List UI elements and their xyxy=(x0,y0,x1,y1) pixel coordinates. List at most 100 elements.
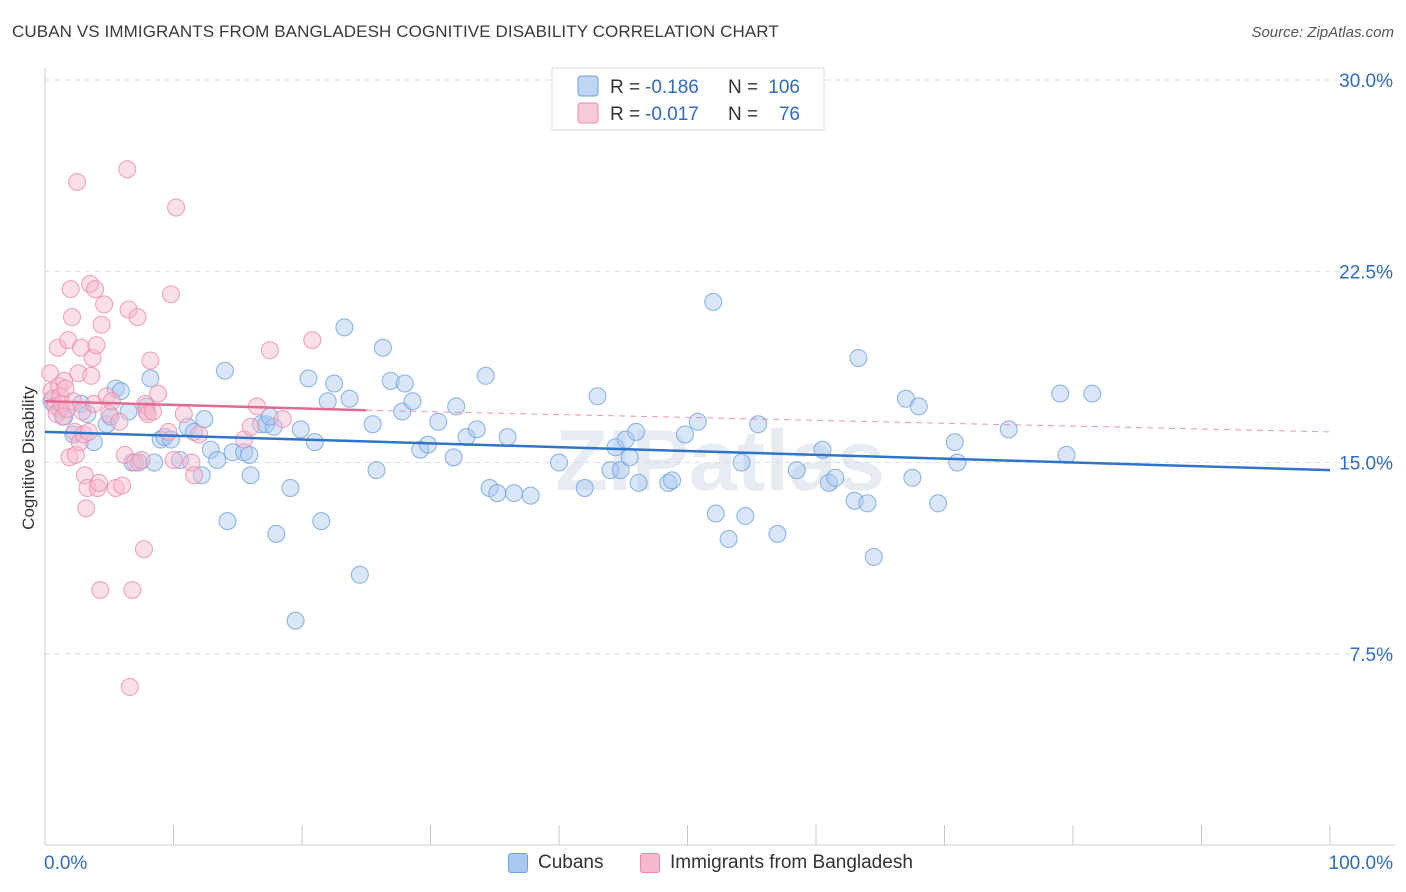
cuban-point xyxy=(688,412,707,431)
chart-title: CUBAN VS IMMIGRANTS FROM BANGLADESH COGN… xyxy=(12,22,779,41)
bangladesh-point xyxy=(71,338,90,357)
cuban-point xyxy=(218,512,237,531)
bangladesh-point xyxy=(118,160,137,179)
bangladesh-point xyxy=(119,300,138,319)
cuban-point xyxy=(611,461,630,480)
bangladesh-point xyxy=(57,399,76,418)
cuban-point xyxy=(286,611,305,630)
cuban-point xyxy=(505,484,524,503)
y-axis-label: Cognitive Disability xyxy=(19,386,38,530)
bangladesh-point xyxy=(68,173,87,191)
cuban-point xyxy=(447,397,466,416)
source-label: Source: ZipAtlas.com xyxy=(1251,24,1394,41)
cuban-point xyxy=(201,440,220,459)
cuban-point xyxy=(488,484,507,503)
bangladesh-point xyxy=(92,315,111,334)
cuban-point xyxy=(373,338,392,357)
cuban-point xyxy=(663,471,682,490)
legend-r-value-1: -0.186 xyxy=(645,77,699,98)
legend-top: R = -0.186 N = 106 R = -0.017 N = 76 xyxy=(551,67,825,131)
cuban-point xyxy=(111,382,130,401)
cuban-point xyxy=(129,453,148,472)
bangladesh-point xyxy=(159,422,178,441)
bangladesh-swatch xyxy=(640,853,660,873)
cuban-point xyxy=(1057,445,1076,464)
bangladesh-point xyxy=(303,331,322,350)
cuban-point xyxy=(208,450,227,469)
cuban-point xyxy=(340,389,359,408)
cuban-point xyxy=(627,422,646,441)
cuban-point xyxy=(291,420,310,439)
cuban-point xyxy=(195,410,214,429)
cuban-point xyxy=(864,547,883,566)
cuban-point xyxy=(444,448,463,467)
cuban-point xyxy=(999,420,1018,439)
cuban-point xyxy=(909,397,928,416)
cuban-point xyxy=(192,466,211,485)
bangladesh-point xyxy=(77,499,96,518)
bangladesh-point xyxy=(149,384,168,403)
bangladesh-point xyxy=(48,338,67,357)
bangladesh-point xyxy=(61,280,80,299)
watermark: ZIPatlas xyxy=(555,413,885,509)
bangladesh-point xyxy=(167,198,186,217)
bangladesh-point xyxy=(190,425,209,444)
cuban-point xyxy=(381,371,400,390)
cuban-point xyxy=(403,392,422,411)
cuban-point xyxy=(719,530,738,548)
cuban-point xyxy=(467,420,486,439)
bangladesh-point xyxy=(273,410,292,429)
bangladesh-point xyxy=(102,392,121,411)
legend-bottom: Cubans Immigrants from Bangladesh xyxy=(0,850,1406,880)
legend-r-value-2: -0.017 xyxy=(645,104,699,125)
bangladesh-point xyxy=(128,308,147,327)
cuban-point xyxy=(945,433,964,452)
cuban-point xyxy=(476,366,495,385)
bangladesh-point xyxy=(120,677,139,696)
cuban-point xyxy=(299,369,318,388)
bangladesh-point xyxy=(164,450,183,469)
cuban-point xyxy=(170,450,189,469)
cuban-point xyxy=(305,433,324,452)
cuban-point xyxy=(620,448,639,467)
bangladesh-point xyxy=(185,466,204,485)
bangladesh-point xyxy=(95,295,114,314)
legend-r-label-2: R = xyxy=(610,104,640,125)
legend-swatch-cubans xyxy=(577,75,599,97)
legend-swatch-bangladesh xyxy=(577,102,599,124)
bangladesh-point xyxy=(87,336,106,355)
bangladesh-point xyxy=(86,280,105,299)
bangladesh-point xyxy=(174,405,193,424)
bangladesh-trend-line xyxy=(44,400,367,412)
bangladesh-point xyxy=(62,308,81,327)
cuban-point xyxy=(601,461,620,480)
legend-item-cubans: Cubans xyxy=(508,852,604,874)
cuban-point xyxy=(706,504,725,523)
cuban-point xyxy=(264,417,283,436)
bangladesh-point xyxy=(260,341,279,360)
cuban-point xyxy=(826,468,845,487)
bangladesh-point xyxy=(138,405,157,424)
cuban-point xyxy=(849,348,868,367)
cuban-point xyxy=(498,428,517,446)
legend-item-bangladesh: Immigrants from Bangladesh xyxy=(640,852,913,874)
legend-r-label-1: R = xyxy=(610,77,640,98)
x-tick-label-max: 100.0% xyxy=(1329,853,1394,874)
cuban-point xyxy=(141,369,160,388)
cuban-point xyxy=(215,361,234,380)
cuban-point xyxy=(350,565,369,584)
cuban-point xyxy=(240,445,259,464)
cuban-point xyxy=(521,486,540,505)
cuban-point xyxy=(318,392,337,411)
legend-label-cubans: Cubans xyxy=(538,852,604,873)
cuban-point xyxy=(1051,384,1070,403)
bangladesh-point xyxy=(78,479,97,497)
cuban-point xyxy=(704,292,723,311)
cuban-point xyxy=(267,524,286,543)
cuban-point xyxy=(325,374,344,393)
bangladesh-point xyxy=(241,417,260,436)
bangladesh-point xyxy=(89,473,108,492)
cubans-swatch xyxy=(508,853,528,873)
bangladesh-point xyxy=(123,581,142,599)
cubans-trend-line xyxy=(44,430,1331,472)
